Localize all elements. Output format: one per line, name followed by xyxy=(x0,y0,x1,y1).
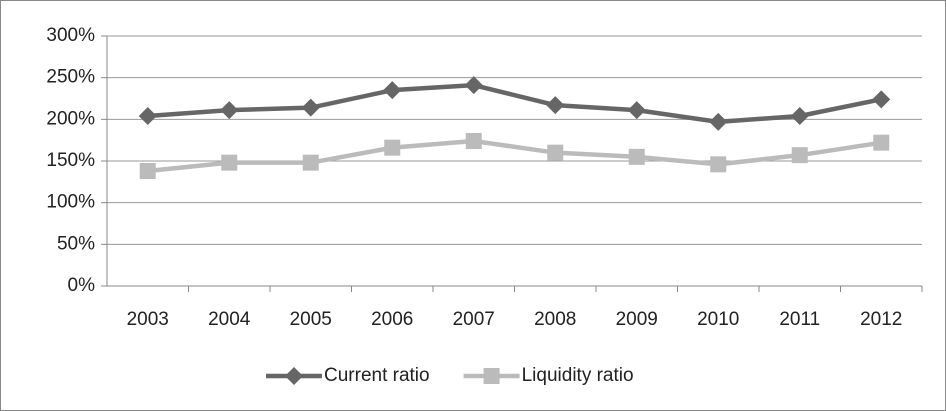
data-point xyxy=(302,154,319,171)
x-tick-label: 2011 xyxy=(779,309,820,330)
x-tick-label: 2008 xyxy=(534,309,576,330)
data-point xyxy=(221,154,238,171)
legend-label: Current ratio xyxy=(324,365,430,386)
y-tick-label: 150% xyxy=(46,150,95,171)
data-point xyxy=(710,156,727,173)
data-point xyxy=(547,144,564,161)
legend-label: Liquidity ratio xyxy=(522,365,634,386)
x-tick-label: 2012 xyxy=(860,309,902,330)
data-point xyxy=(301,98,320,117)
data-point xyxy=(465,133,482,149)
data-point xyxy=(872,90,891,109)
data-point xyxy=(627,101,646,120)
data-point xyxy=(464,76,483,95)
data-point xyxy=(873,134,890,151)
x-tick-label: 2009 xyxy=(616,309,658,330)
data-point xyxy=(220,101,239,120)
y-tick-label: 50% xyxy=(57,233,95,254)
series-line xyxy=(147,138,882,174)
data-point xyxy=(628,148,645,165)
legend-marker xyxy=(483,368,500,384)
data-point xyxy=(139,163,156,179)
y-tick-label: 250% xyxy=(46,67,95,88)
x-tick-label: 2003 xyxy=(127,309,169,330)
data-point xyxy=(138,107,157,125)
y-tick-label: 200% xyxy=(46,108,95,129)
y-tick-label: 100% xyxy=(46,192,95,213)
y-tick-label: 300% xyxy=(46,25,95,46)
y-tick-label: 0% xyxy=(68,275,96,296)
data-point xyxy=(709,112,728,131)
data-point xyxy=(383,81,402,100)
x-tick-label: 2004 xyxy=(208,309,251,330)
x-tick-label: 2007 xyxy=(453,309,495,330)
legend-marker xyxy=(285,367,303,385)
data-point xyxy=(546,96,565,115)
data-point xyxy=(384,139,401,156)
x-tick-label: 2006 xyxy=(371,309,413,330)
data-point xyxy=(790,107,809,125)
series-line xyxy=(147,82,882,125)
data-point xyxy=(791,147,808,164)
x-tick-label: 2010 xyxy=(697,309,739,330)
x-tick-label: 2005 xyxy=(290,309,332,330)
